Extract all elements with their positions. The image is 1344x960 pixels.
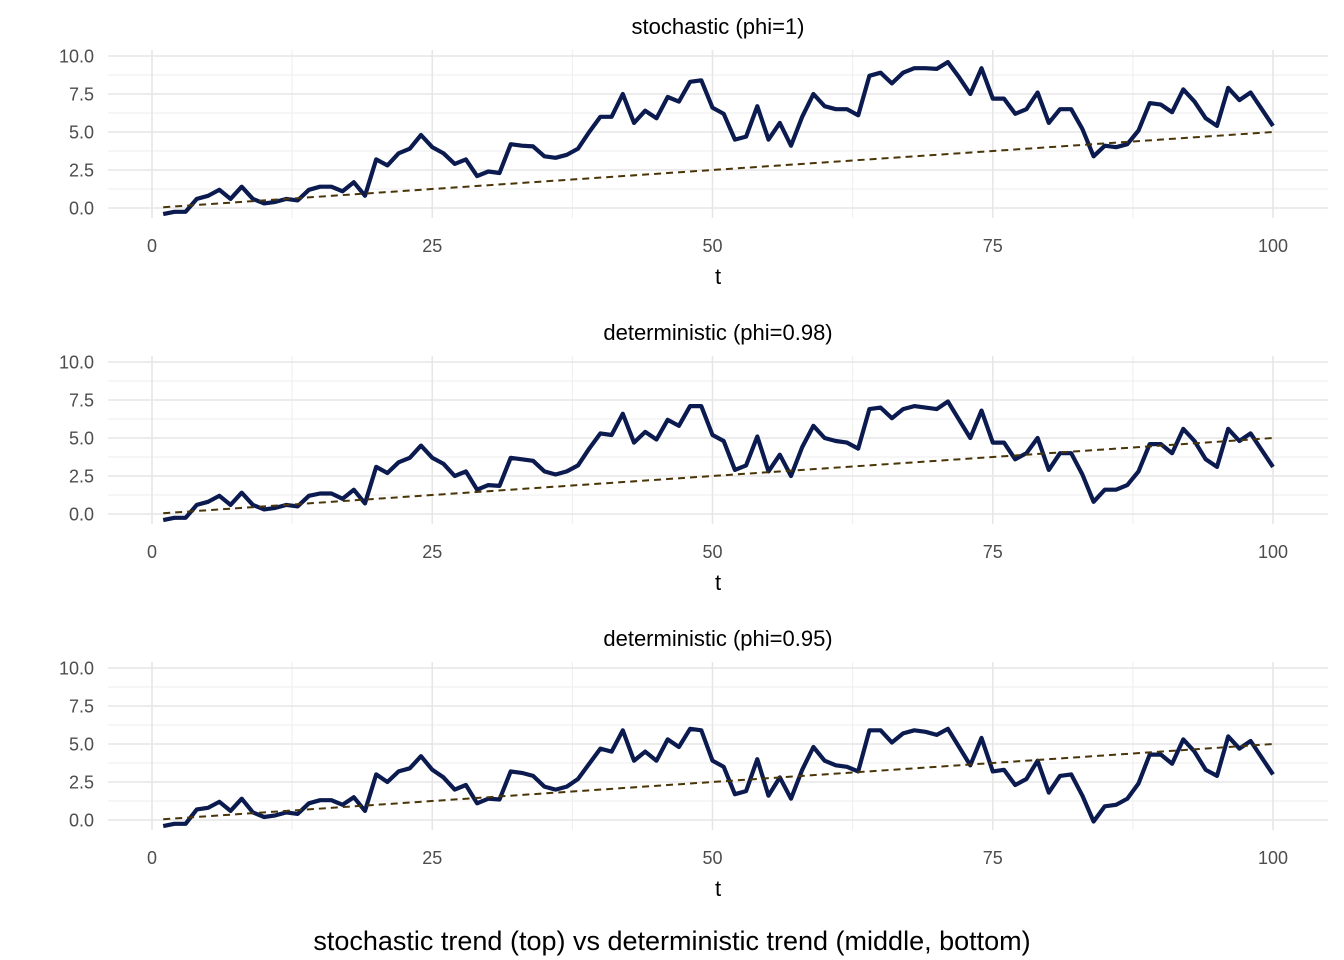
x-tick-label: 25 [422,848,442,868]
x-tick-label: 75 [983,848,1003,868]
y-tick-label: 0.0 [69,199,94,219]
x-axis-label: t [715,876,721,901]
x-tick-label: 50 [702,542,722,562]
x-tick-label: 75 [983,236,1003,256]
panel-title: deterministic (phi=0.98) [603,320,832,345]
panel-title: deterministic (phi=0.95) [603,626,832,651]
y-tick-label: 5.0 [69,123,94,143]
panel-stochastic: stochastic (phi=1) 0.0 2.5 5.0 7.5 10.0 0 25 50 7… [59,14,1328,289]
x-axis-label: t [715,264,721,289]
series-line [162,726,1275,829]
panel-deterministic-phi-095: deterministic (phi=0.95) 0.0 2.5 5.0 7.5 10.0… [59,626,1328,901]
x-tick-label: 100 [1258,542,1288,562]
y-tick-label: 5.0 [69,735,94,755]
x-tick-label: 25 [422,236,442,256]
x-tick-label: 100 [1258,236,1288,256]
x-tick-label: 100 [1258,848,1288,868]
y-tick-label: 10.0 [59,353,94,373]
y-tick-label: 2.5 [69,161,94,181]
panel-deterministic-phi-098: deterministic (phi=0.98) 0.0 2.5 5.0 7.5 10.0… [59,320,1328,595]
y-tick-label: 7.5 [69,85,94,105]
y-tick-label: 0.0 [69,811,94,831]
y-tick-label: 7.5 [69,697,94,717]
y-tick-label: 10.0 [59,47,94,67]
trend-line [163,131,1274,209]
y-tick-label: 2.5 [69,467,94,487]
panel-title: stochastic (phi=1) [631,14,804,39]
x-tick-label: 0 [147,848,157,868]
y-tick-label: 0.0 [69,505,94,525]
x-tick-label: 25 [422,542,442,562]
figure-caption: stochastic trend (top) vs deterministic … [313,926,1030,956]
x-tick-label: 0 [147,542,157,562]
y-tick-label: 10.0 [59,659,94,679]
x-tick-label: 75 [983,542,1003,562]
series-line [162,399,1275,523]
x-axis-label: t [715,570,721,595]
x-tick-label: 50 [702,848,722,868]
series-line [162,59,1275,217]
y-tick-label: 5.0 [69,429,94,449]
y-tick-label: 2.5 [69,773,94,793]
y-tick-label: 7.5 [69,391,94,411]
trend-line [163,437,1274,515]
x-tick-label: 0 [147,236,157,256]
x-tick-label: 50 [702,236,722,256]
trend-line [163,743,1274,821]
